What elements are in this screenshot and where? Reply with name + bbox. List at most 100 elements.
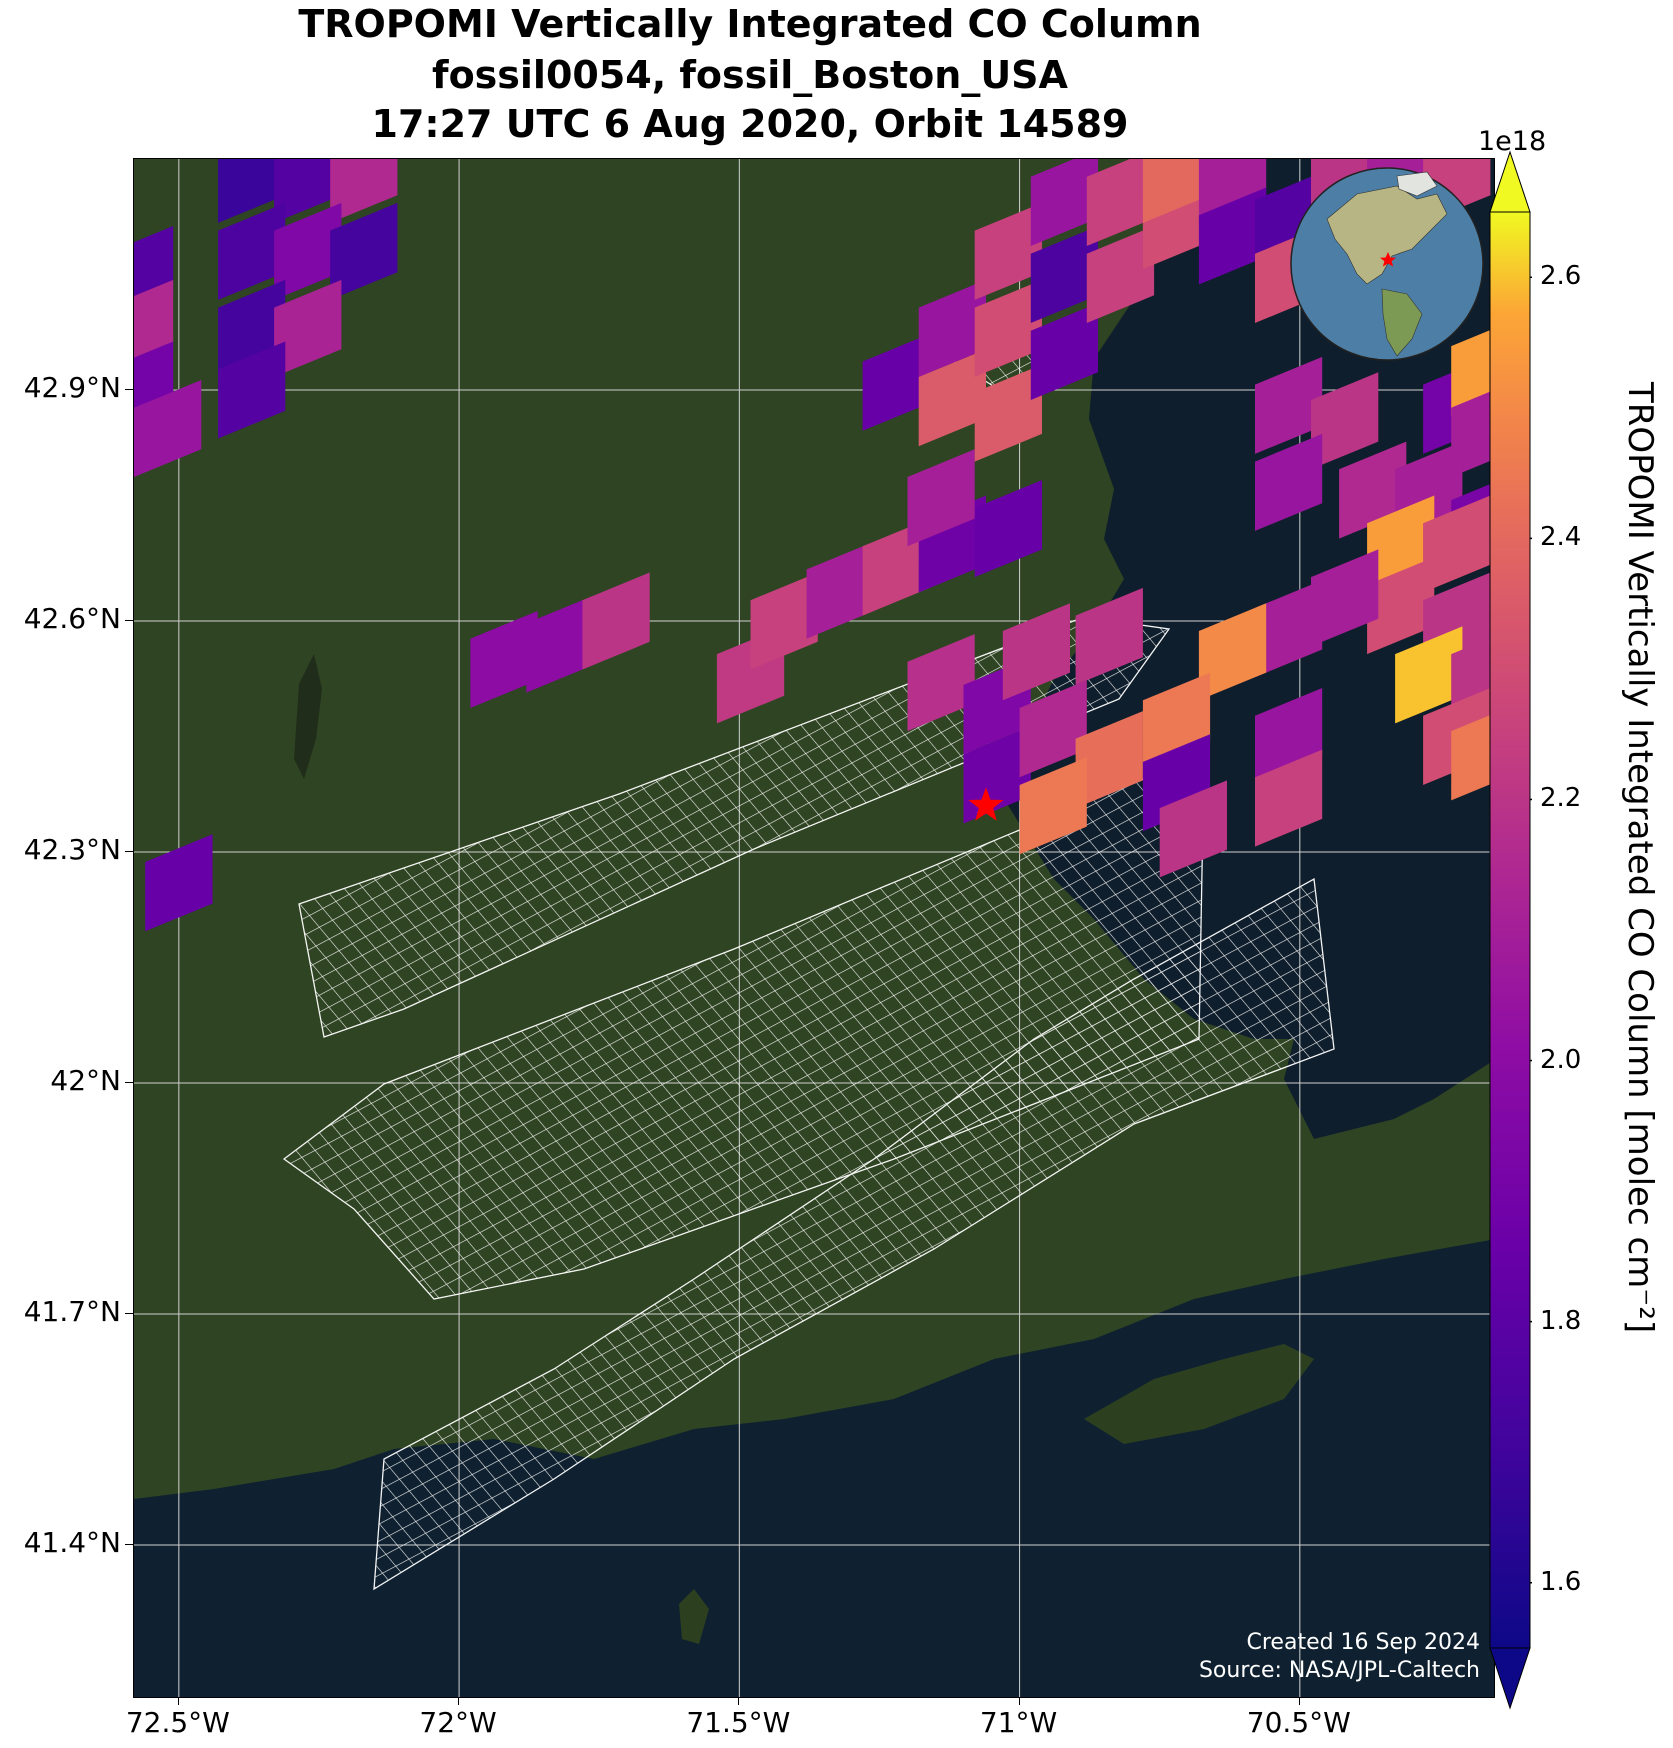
co-pixel[interactable] (1086, 159, 1155, 246)
co-pixel[interactable] (806, 541, 874, 639)
island-small (679, 1589, 709, 1644)
co-pixel[interactable] (1367, 557, 1435, 655)
colorbar-min-extend (1489, 1647, 1531, 1710)
lat-tick (125, 851, 133, 852)
globe-south-america (1381, 288, 1423, 357)
globe-site-star-icon (1380, 252, 1396, 267)
data-source: Source: NASA/JPL-Caltech (1198, 1658, 1480, 1683)
colorbar-ticks (1530, 276, 1532, 1584)
co-pixel[interactable] (218, 202, 286, 300)
lat-tick (125, 1313, 133, 1314)
colorbar-max-extend (1489, 150, 1531, 213)
co-pixel[interactable] (145, 834, 213, 932)
co-pixel[interactable] (330, 202, 398, 300)
co-pixel[interactable] (1198, 603, 1267, 701)
co-pixel[interactable] (274, 202, 342, 300)
swath-north (298, 616, 1171, 1038)
co-pixel[interactable] (274, 159, 342, 223)
lat-tick-label: 42.6°N (23, 602, 121, 635)
lat-tick-label: 42.9°N (23, 371, 121, 404)
lat-tick (125, 620, 133, 621)
co-pixel[interactable] (218, 159, 286, 223)
co-pixel[interactable] (1019, 680, 1087, 778)
co-pixel[interactable] (974, 279, 1042, 377)
title-line-1: TROPOMI Vertically Integrated CO Column (298, 2, 1202, 46)
co-pixel[interactable] (1451, 318, 1495, 416)
co-pixel[interactable] (1030, 159, 1098, 246)
co-pixel[interactable] (1198, 159, 1267, 223)
lat-tick-label: 42°N (50, 1064, 121, 1097)
co-pixel[interactable] (1255, 749, 1323, 847)
lat-tick (125, 1082, 133, 1083)
lon-tick (177, 1698, 179, 1705)
colorbar-tick-label: 2.2 (1540, 783, 1582, 814)
co-pixel[interactable] (918, 349, 986, 447)
co-column-pixels[interactable] (134, 159, 1495, 932)
star-icon[interactable] (968, 787, 1004, 821)
lon-tick (738, 1698, 740, 1705)
title-line-2: fossil0054, fossil_Boston_USA (432, 53, 1068, 97)
swath-south (373, 877, 1335, 1591)
co-pixel[interactable] (1075, 711, 1143, 809)
co-pixel[interactable] (1395, 626, 1463, 724)
island (1084, 1344, 1314, 1444)
co-pixel[interactable] (963, 726, 1031, 824)
colorbar-tick-label: 2.0 (1540, 1044, 1582, 1075)
lake (294, 654, 322, 779)
co-pixel[interactable] (974, 480, 1042, 578)
co-pixel[interactable] (1255, 580, 1323, 678)
created-date: Created 16 Sep 2024 (1246, 1630, 1481, 1655)
co-pixel[interactable] (582, 572, 650, 670)
co-pixel[interactable] (1002, 603, 1070, 701)
co-pixel[interactable] (330, 159, 398, 223)
co-pixel[interactable] (218, 341, 286, 439)
co-pixel[interactable] (134, 279, 174, 377)
co-pixel[interactable] (1255, 433, 1323, 531)
co-pixel[interactable] (1198, 187, 1267, 285)
lon-tick-label: 72°W (419, 1706, 497, 1739)
colorbar-tick-label: 2.4 (1540, 522, 1582, 553)
colorbar-tick-label: 1.6 (1540, 1566, 1582, 1597)
colorbar-gradient (1489, 211, 1531, 1649)
co-pixel[interactable] (1030, 303, 1098, 400)
lat-tick-label: 42.3°N (23, 833, 121, 866)
co-pixel[interactable] (974, 364, 1042, 462)
colorbar (1489, 150, 1532, 1710)
co-pixel[interactable] (134, 380, 202, 477)
lat-tick-label: 41.7°N (23, 1295, 121, 1328)
ocean-south (134, 1239, 1494, 1697)
co-pixel[interactable] (470, 611, 538, 708)
co-pixel[interactable] (1255, 356, 1323, 454)
co-pixel[interactable] (1142, 159, 1211, 223)
lon-tick-label: 70.5°W (1246, 1706, 1351, 1739)
co-pixel[interactable] (1423, 495, 1491, 593)
map-canvas[interactable] (134, 159, 1495, 1698)
co-pixel[interactable] (750, 572, 818, 670)
title-line-3: 17:27 UTC 6 Aug 2020, Orbit 14589 (371, 102, 1129, 146)
colorbar-tick-label: 1.8 (1540, 1305, 1582, 1336)
co-pixel[interactable] (1159, 780, 1227, 878)
co-pixel[interactable] (1030, 226, 1098, 323)
co-pixel[interactable] (1075, 587, 1143, 685)
co-pixel[interactable] (974, 202, 1042, 300)
colorbar-title: TROPOMI Vertically Integrated CO Column … (1620, 382, 1660, 1334)
co-pixel[interactable] (918, 279, 986, 377)
lat-tick (125, 1544, 133, 1545)
lon-tick (458, 1698, 460, 1705)
co-pixel[interactable] (526, 595, 594, 693)
lon-tick-label: 71°W (979, 1706, 1058, 1739)
co-pixel[interactable] (1086, 226, 1155, 323)
globe-greenland (1396, 171, 1438, 197)
co-pixel[interactable] (1311, 549, 1379, 647)
co-pixel[interactable] (907, 634, 975, 732)
co-pixel[interactable] (1019, 757, 1087, 855)
co-pixel[interactable] (1311, 372, 1379, 470)
co-pixel[interactable] (1451, 703, 1495, 801)
map-panel[interactable]: Created 16 Sep 2024 Source: NASA/JPL-Cal… (133, 158, 1495, 1698)
co-pixel[interactable] (907, 449, 975, 547)
co-pixel[interactable] (274, 279, 342, 377)
co-pixel[interactable] (862, 333, 930, 431)
lon-tick (1298, 1698, 1300, 1705)
lat-tick (125, 389, 133, 390)
credits: Created 16 Sep 2024 Source: NASA/JPL-Cal… (1199, 1629, 1480, 1685)
